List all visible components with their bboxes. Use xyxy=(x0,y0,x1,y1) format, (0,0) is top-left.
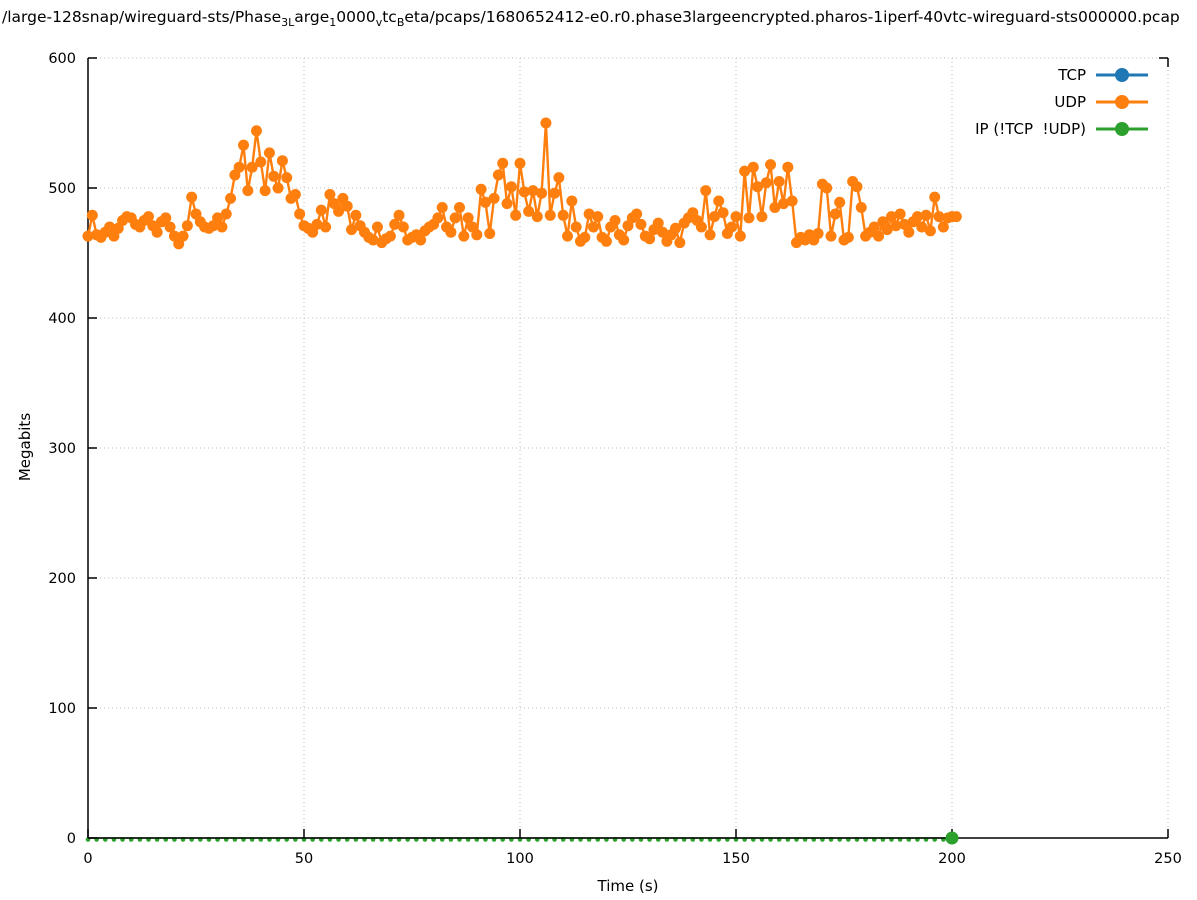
tick-labels: 0 100 200 300 400 500 600 0 50 100 150 200 250 xyxy=(48,51,1182,867)
x-tick-label: 50 xyxy=(295,851,313,867)
title-text: eta/pcaps/1680652412-e0.r0.phase3largeen… xyxy=(404,8,1180,26)
y-tick-label: 100 xyxy=(48,701,76,717)
legend-item-ip: IP (!TCP !UDP) xyxy=(975,115,1149,142)
x-tick-label: 200 xyxy=(938,851,966,867)
y-tick-label: 400 xyxy=(48,311,76,327)
title-subscript: v xyxy=(375,16,383,26)
legend-item-udp: UDP xyxy=(975,88,1149,115)
legend-sample-marker xyxy=(1096,67,1148,82)
title-text: tc xyxy=(382,8,397,26)
y-tick-label: 600 xyxy=(48,51,76,67)
legend-sample-marker xyxy=(1096,94,1148,109)
title-text: 0000 xyxy=(336,8,376,26)
title-text: /large-128snap/wireguard-sts/Phase xyxy=(2,8,282,26)
title-subscript: 3L xyxy=(281,16,295,26)
legend-label: TCP xyxy=(1058,65,1086,84)
x-tick-label: 250 xyxy=(1154,851,1182,867)
y-tick-label: 0 xyxy=(67,831,76,847)
y-tick-label: 300 xyxy=(48,441,76,457)
axes-border-and-ticks xyxy=(87,57,1169,839)
legend-sample-marker xyxy=(1096,121,1148,136)
title-subscript: B xyxy=(396,16,405,26)
chart-title: /large-128snap/wireguard-sts/Phase3Large… xyxy=(2,8,1197,26)
legend-item-tcp: TCP xyxy=(975,61,1149,88)
data-series xyxy=(82,117,962,845)
y-tick-label: 500 xyxy=(48,181,76,197)
legend: TCP UDP IP (!TCP !UDP) xyxy=(975,61,1149,142)
legend-label: IP (!TCP !UDP) xyxy=(975,119,1086,138)
title-subscript: 1 xyxy=(329,16,337,26)
x-axis-label: Time (s) xyxy=(597,877,659,895)
title-text: arge xyxy=(294,8,330,26)
y-tick-label: 200 xyxy=(48,571,76,587)
legend-label: UDP xyxy=(1054,92,1086,111)
x-tick-label: 100 xyxy=(506,851,534,867)
x-tick-label: 150 xyxy=(722,851,750,867)
x-tick-label: 0 xyxy=(83,851,92,867)
